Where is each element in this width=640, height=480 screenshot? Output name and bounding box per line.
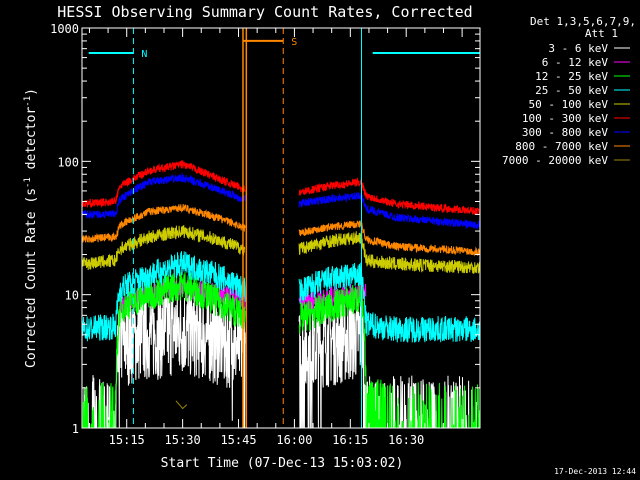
x-axis-label: Start Time (07-Dec-13 15:03:02) [161, 456, 404, 471]
legend-header-line1: Det 1,3,5,6,7,9, [530, 15, 636, 28]
series-line [81, 203, 481, 257]
legend-header-line2: Att 1 [585, 27, 618, 40]
x-tick-label: 15:30 [165, 433, 201, 447]
y-tick-label: 1 [72, 422, 79, 436]
chart-title: HESSI Observing Summary Count Rates, Cor… [57, 3, 472, 21]
plot-axes: 1 10 100 1000 15:15 15:30 15:45 16:00 16:15 16:30 [50, 22, 481, 447]
y-tick-label: 100 [57, 155, 79, 169]
legend-label: 7000 - 20000 keV [502, 154, 608, 167]
series-line [81, 251, 481, 343]
legend-label: 300 - 800 keV [522, 126, 608, 139]
annotation-label: N [141, 49, 147, 60]
y-axis-label: Corrected Count Rate (s-1 detector-1) [23, 88, 39, 368]
legend-label: 12 - 25 keV [535, 70, 608, 83]
x-tick-label: 16:30 [388, 433, 424, 447]
y-tick-label: 10 [65, 289, 79, 303]
x-tick-label: 15:45 [220, 433, 256, 447]
legend-label: 800 - 7000 keV [515, 140, 608, 153]
legend-label: 100 - 300 keV [522, 112, 608, 125]
legend-label: 50 - 100 keV [529, 98, 609, 111]
plot-frame [81, 27, 481, 429]
series-line [81, 159, 481, 215]
footer-timestamp: 17-Dec-2013 12:44 [554, 467, 636, 476]
series-line [175, 400, 188, 410]
legend-label: 6 - 12 keV [542, 56, 609, 69]
legend-label: 25 - 50 keV [535, 84, 608, 97]
plot-data: NS [81, 28, 481, 429]
x-tick-label: 16:00 [276, 433, 312, 447]
series-line [81, 172, 481, 230]
legend-label: 3 - 6 keV [548, 42, 608, 55]
series-line [81, 225, 481, 274]
y-tick-label: 1000 [50, 22, 79, 36]
series-line [82, 270, 481, 429]
x-tick-label: 16:15 [332, 433, 368, 447]
x-tick-label: 15:15 [109, 433, 145, 447]
annotation-label: S [291, 37, 297, 48]
